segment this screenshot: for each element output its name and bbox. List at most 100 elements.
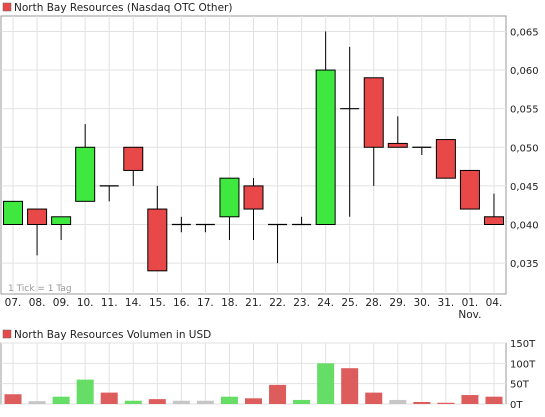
volume-bar <box>124 400 142 404</box>
volume-y-axis: 0T 50T 100T 150T <box>510 339 536 411</box>
tick-annotation: 1 Tick = 1 Tag <box>8 284 72 294</box>
candle <box>435 139 456 179</box>
candle-body-down <box>27 208 48 226</box>
volume-bar <box>413 401 431 404</box>
x-tick-label: 04. <box>486 297 503 309</box>
x-tick-label: 11. <box>101 297 118 309</box>
x-tick-label: 29. <box>389 297 406 309</box>
x-tick-label: 25. <box>341 297 358 309</box>
candle <box>147 185 168 272</box>
candle <box>292 216 312 226</box>
price-y-tick-label: 0,035 <box>510 259 539 270</box>
x-tick-label: 28. <box>365 297 382 309</box>
x-tick-label: 14. <box>125 297 142 309</box>
x-tick-label: 09. <box>53 297 70 309</box>
volume-legend-swatch <box>2 329 12 339</box>
x-tick-label: 18. <box>221 297 238 309</box>
x-tick-label: 23. <box>293 297 310 309</box>
volume-bar <box>172 400 190 404</box>
candle-body-down <box>435 139 456 179</box>
x-tick-label: 30. <box>413 297 430 309</box>
volume-bar <box>100 392 118 404</box>
x-tick-label: 24. <box>317 297 334 309</box>
candle-body-down <box>123 146 144 171</box>
candle-body-up <box>3 200 24 225</box>
x-tick-label: 15. <box>149 297 166 309</box>
volume-bar <box>293 399 311 404</box>
candle-body-down <box>387 142 408 148</box>
candle <box>27 208 48 256</box>
candle-body-down <box>483 216 504 225</box>
price-legend-swatch <box>2 2 12 12</box>
candle <box>459 169 480 210</box>
x-tick-label: 21. <box>245 297 262 309</box>
candle <box>340 46 360 217</box>
x-tick-label: 01. <box>462 297 479 309</box>
volume-bar <box>365 392 383 404</box>
x-tick-label: 22. <box>269 297 286 309</box>
volume-bar <box>28 401 46 404</box>
candle <box>75 124 96 202</box>
volume-bar <box>269 384 287 404</box>
candle <box>412 146 432 155</box>
candle-body-up <box>51 216 72 225</box>
price-y-tick-label: 0,055 <box>510 105 539 116</box>
candles <box>3 31 504 272</box>
candle <box>171 216 191 233</box>
candle <box>3 200 24 225</box>
price-chart-title: North Bay Resources (Nasdaq OTC Other) <box>14 2 232 14</box>
candle <box>99 185 119 202</box>
candle-body-down <box>459 169 480 210</box>
candle <box>315 31 336 225</box>
volume-bar <box>220 396 238 404</box>
candle <box>123 146 144 186</box>
volume-y-tick-label: 100T <box>510 359 536 370</box>
volume-bar <box>437 402 455 404</box>
volume-y-tick-label: 0T <box>510 400 523 411</box>
candle <box>219 177 240 240</box>
volume-chart-title: North Bay Resources Volumen in USD <box>14 329 211 341</box>
price-y-axis: 0,035 0,040 0,045 0,050 0,055 0,060 0,065 <box>510 27 539 270</box>
x-tick-label: 08. <box>29 297 46 309</box>
volume-y-tick-label: 50T <box>510 380 530 391</box>
volume-bar <box>148 399 166 404</box>
x-tick-label: 10. <box>77 297 94 309</box>
candle-body-down <box>147 208 168 272</box>
volume-bar <box>245 398 262 404</box>
candle <box>268 223 288 264</box>
volume-bar <box>341 368 359 404</box>
price-y-tick-label: 0,050 <box>510 143 539 154</box>
x-tick-sublabel: Nov. <box>458 309 481 321</box>
x-tick-label: 17. <box>197 297 214 309</box>
volume-bar <box>52 396 70 404</box>
price-y-tick-label: 0,040 <box>510 221 539 232</box>
volume-panel: North Bay Resources Volumen in USD 0T 50T… <box>0 329 536 411</box>
volume-bar <box>4 394 22 404</box>
price-y-tick-label: 0,060 <box>510 66 539 77</box>
x-tick-label: 07. <box>5 297 22 309</box>
candle <box>243 178 264 240</box>
price-y-tick-label: 0,065 <box>510 27 539 38</box>
volume-y-tick-label: 150T <box>510 339 536 350</box>
volume-bar <box>485 396 503 404</box>
candle <box>51 216 72 240</box>
volume-bar <box>196 400 214 404</box>
x-tick-label: 31. <box>438 297 455 309</box>
volume-bar <box>389 399 407 404</box>
volume-bars <box>4 363 503 404</box>
candle <box>387 116 408 148</box>
volume-bar <box>461 395 479 404</box>
candle-body-up <box>315 69 336 225</box>
candle-body-down <box>243 185 264 210</box>
price-y-tick-label: 0,045 <box>510 182 539 193</box>
candle <box>483 193 504 225</box>
candle-body-up <box>75 146 96 202</box>
candle-body-up <box>219 177 240 218</box>
price-panel: North Bay Resources (Nasdaq OTC Other) 0… <box>0 2 539 295</box>
candle-body-down <box>363 77 384 148</box>
x-axis: 07. 08. 09. 10. 11. 14. 15. 16. 17. 18. 21. 22. 23. 2… <box>5 297 503 321</box>
volume-bar <box>317 363 335 404</box>
volume-bar <box>76 379 94 404</box>
